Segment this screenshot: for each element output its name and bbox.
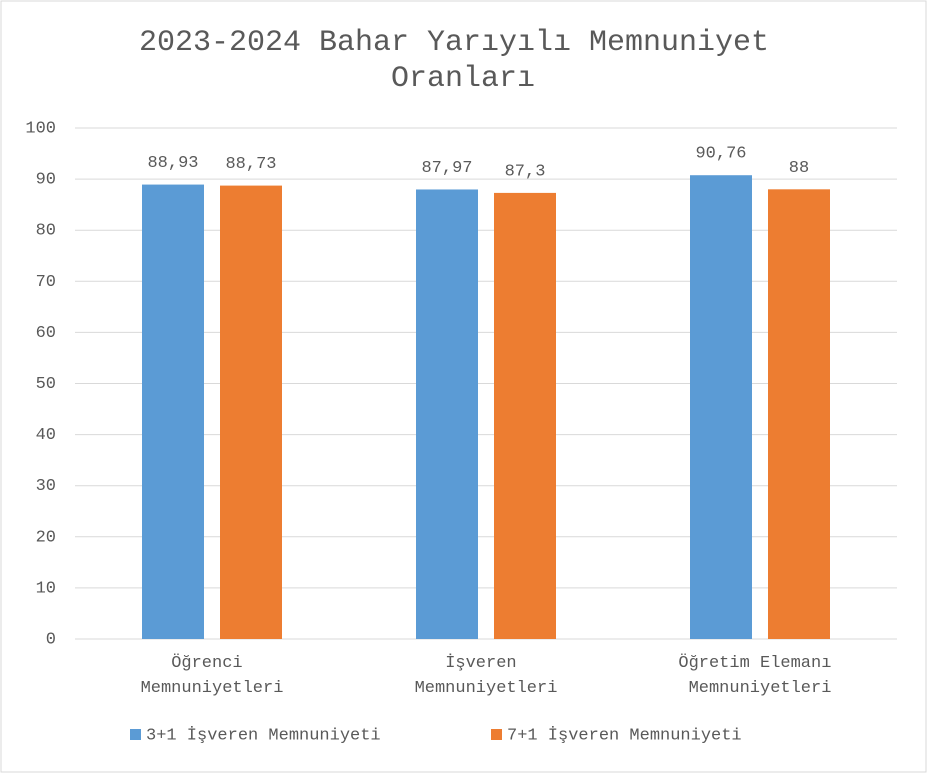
y-tick-label: 60: [36, 324, 56, 343]
y-tick-label: 100: [25, 119, 56, 138]
y-tick-label: 50: [36, 375, 56, 394]
value-label: 88,93: [147, 154, 198, 173]
bar: [416, 189, 478, 639]
y-tick-label: 90: [36, 171, 56, 190]
y-tick-label: 10: [36, 579, 56, 598]
y-tick-label: 30: [36, 477, 56, 496]
y-tick-label: 0: [46, 630, 56, 649]
bar: [494, 192, 556, 639]
x-tick-label: Öğrenci Memnuniyetleri: [141, 653, 284, 698]
value-label: 88,73: [225, 155, 276, 174]
value-label: 87,97: [421, 159, 472, 178]
y-tick-label: 40: [36, 426, 56, 445]
legend-swatch: [491, 729, 502, 740]
value-label: 87,3: [505, 162, 546, 181]
chart-title: 2023-2024 Bahar Yarıyılı Memnuniyet Oran…: [139, 26, 787, 96]
bar: [220, 185, 282, 639]
x-tick-label: İşveren Memnuniyetleri: [415, 653, 558, 698]
y-tick-label: 80: [36, 222, 56, 241]
x-tick-label: Öğretim Elemanı Memnuniyetleri: [678, 653, 841, 698]
bar: [142, 184, 204, 640]
legend-label: 3+1 İşveren Memnuniyeti: [146, 725, 381, 745]
bar: [690, 175, 752, 639]
legend-label: 7+1 İşveren Memnuniyeti: [507, 725, 742, 745]
value-label: 88: [789, 159, 809, 178]
y-tick-label: 70: [36, 273, 56, 292]
legend-swatch: [130, 729, 141, 740]
bar: [768, 189, 830, 639]
y-tick-label: 20: [36, 528, 56, 547]
value-label: 90,76: [695, 145, 746, 164]
